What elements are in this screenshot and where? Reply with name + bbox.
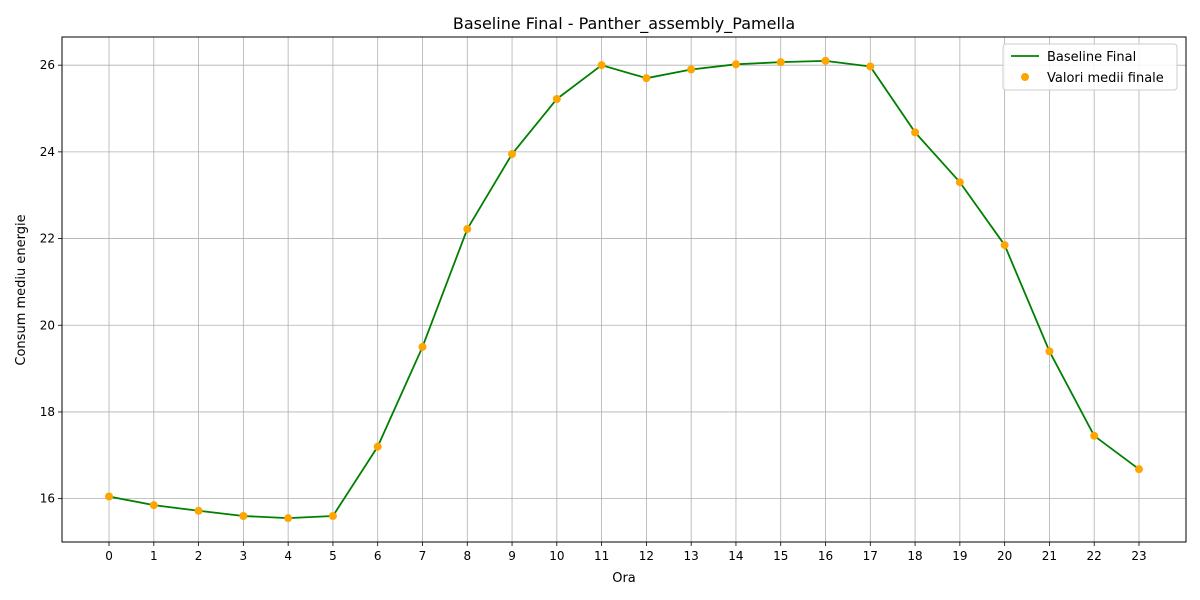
data-point [194,506,203,515]
x-tick-label: 15 [773,549,788,563]
x-axis-label: Ora [612,571,636,586]
y-axis-ticks: 16 18 20 22 24 26 [40,58,62,506]
chart-title: Baseline Final - Panther_assembly_Pamell… [453,14,795,34]
data-point [149,501,158,510]
data-point [373,442,382,451]
x-tick-label: 12 [639,549,654,563]
x-tick-label: 7 [419,549,427,563]
x-tick-label: 17 [863,549,878,563]
data-point [1000,241,1009,250]
baseline-final-line-series [108,59,1140,520]
data-point [821,56,830,65]
data-point [284,514,293,523]
y-tick-label: 20 [40,318,55,332]
x-tick-label: 20 [997,549,1012,563]
data-point [687,65,696,74]
data-point [731,60,740,69]
x-tick-label: 10 [549,549,564,563]
x-tick-label: 1 [150,549,158,563]
y-tick-label: 16 [40,492,55,506]
y-tick-label: 26 [40,58,55,72]
data-point [328,511,337,520]
x-tick-label: 2 [195,549,203,563]
data-point [239,511,248,520]
data-point [1090,431,1099,440]
data-point [597,61,606,70]
data-point [105,492,114,501]
data-point [552,94,561,103]
data-point [508,150,517,159]
y-axis-label: Consum mediu energie [14,214,29,365]
data-point [911,128,920,137]
x-tick-label: 9 [508,549,516,563]
legend-point-swatch [1021,73,1029,81]
y-tick-label: 24 [40,145,55,159]
legend-box [1002,43,1178,91]
x-tick-label: 14 [728,549,743,563]
y-tick-label: 18 [40,405,55,419]
y-tick-label: 22 [40,232,55,246]
x-tick-label: 21 [1042,549,1057,563]
data-point [955,178,964,187]
data-point [418,342,427,351]
x-tick-label: 18 [907,549,922,563]
x-tick-label: 22 [1087,549,1102,563]
baseline-final-line [108,59,1140,520]
valori-medii-finale-scatter-series [105,56,1143,523]
data-point [776,58,785,67]
x-tick-label: 8 [463,549,471,563]
legend-label-valori-medii-finale: Valori medii finale [1047,71,1164,86]
data-point [1134,465,1143,474]
data-point [1045,347,1054,356]
data-point [463,225,472,234]
x-tick-label: 5 [329,549,337,563]
x-tick-label: 19 [952,549,967,563]
legend: Baseline Final Valori medii finale [1002,43,1178,91]
legend-label-baseline-final: Baseline Final [1047,50,1136,65]
x-tick-label: 11 [594,549,609,563]
x-tick-label: 13 [684,549,699,563]
x-tick-label: 6 [374,549,382,563]
x-tick-label: 23 [1131,549,1146,563]
data-point [642,74,651,83]
plot-frame [61,36,1187,543]
x-tick-label: 3 [240,549,248,563]
x-tick-label: 4 [284,549,292,563]
grid-lines [62,37,1186,542]
x-tick-label: 0 [105,549,113,563]
x-tick-label: 16 [818,549,833,563]
data-point [866,62,875,71]
x-axis-ticks: 0 1 2 3 4 5 6 7 8 9 10 11 12 13 14 15 16 17 18 19 20 21 22 23 [105,542,1147,563]
